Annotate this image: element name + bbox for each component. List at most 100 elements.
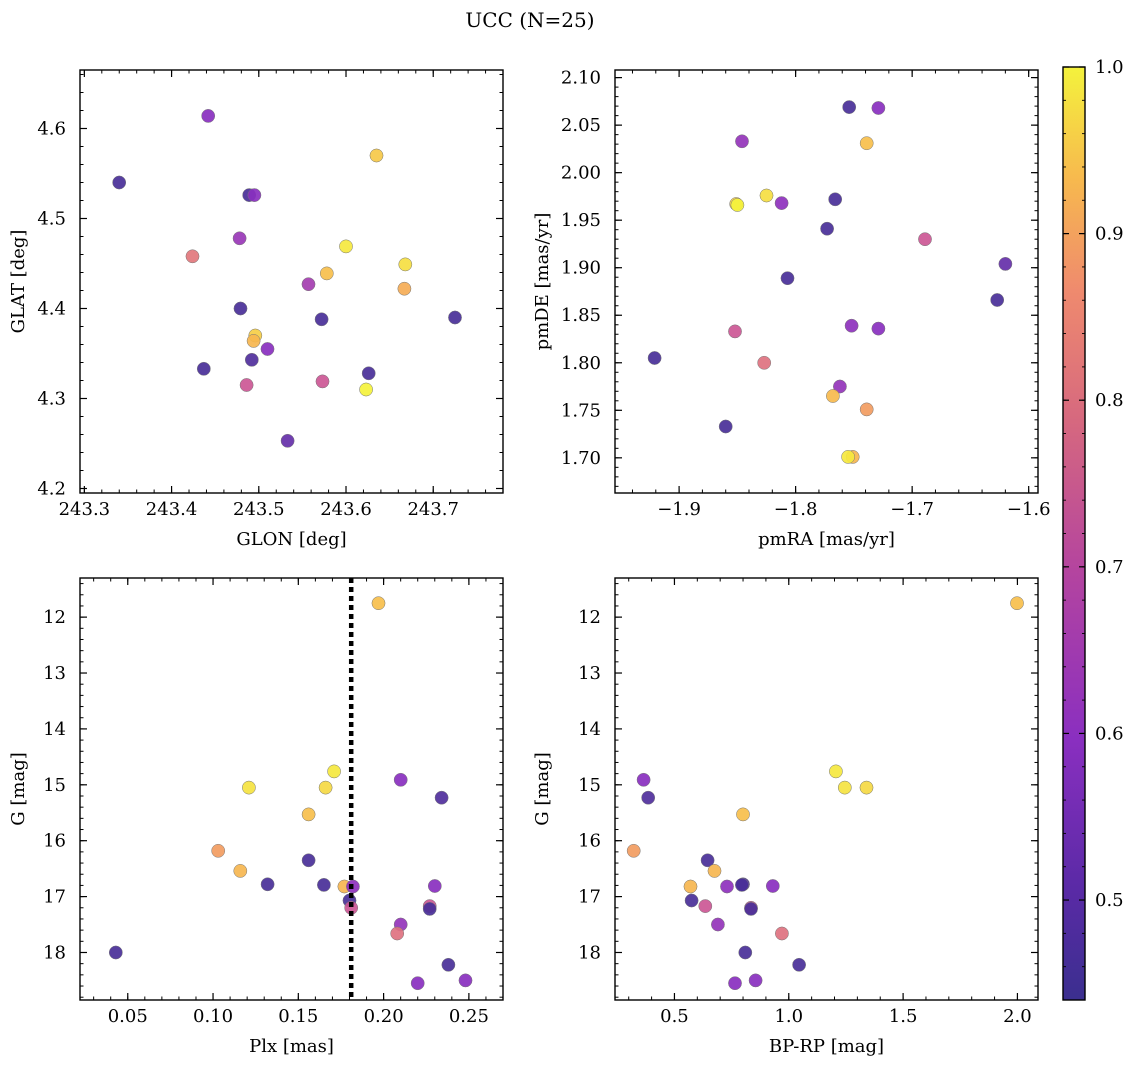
data-point: [841, 450, 855, 464]
y-tick-label: 1.85: [561, 305, 601, 326]
x-tick-label: 0.5: [660, 1006, 689, 1027]
data-point: [859, 780, 874, 795]
data-point: [700, 853, 715, 868]
y-tick-label: 2.05: [561, 115, 601, 136]
points-pmra-pmde: [647, 100, 1013, 464]
y-tick-label: 18: [43, 942, 66, 963]
x-tick-label: −1.7: [890, 499, 934, 520]
data-point: [301, 277, 316, 292]
data-point: [859, 402, 874, 417]
x-tick-label: 0.25: [449, 1006, 489, 1027]
data-point: [393, 772, 408, 787]
data-point: [728, 976, 742, 991]
data-point: [422, 902, 437, 916]
data-point: [757, 355, 772, 370]
panel-glon-glat: 243.3 243.4 243.5 243.6 243.7 4.2 4.3 4.4 4.5 4.6…: [8, 69, 504, 550]
data-point: [837, 780, 852, 795]
data-point: [397, 281, 412, 296]
y-axis-label: GLAT [deg]: [8, 230, 29, 334]
data-point: [280, 433, 295, 448]
axes-frame: [614, 69, 1039, 494]
data-point: [211, 843, 226, 858]
x-tick-label: 0.20: [364, 1006, 404, 1027]
data-point: [759, 188, 774, 203]
x-tick-label: 243.7: [407, 499, 459, 520]
data-point: [683, 879, 698, 894]
y-tick-label: 1.80: [561, 353, 601, 374]
data-point: [301, 853, 316, 868]
colorbar: 0.5 0.6 0.7 0.8 0.9 1.0: [1062, 57, 1124, 1001]
data-point: [448, 310, 462, 325]
data-point: [990, 293, 1005, 307]
x-axis-label: pmRA [mas/yr]: [758, 529, 895, 550]
data-point: [765, 879, 780, 893]
data-point: [232, 231, 247, 246]
y-tick-label: 1.75: [561, 400, 601, 421]
data-point: [458, 973, 473, 988]
data-point: [371, 596, 386, 611]
data-point: [398, 257, 413, 272]
axes-frame: [614, 577, 1039, 1001]
y-axis-label: G [mag]: [8, 752, 29, 825]
y-tick-label: 15: [578, 775, 601, 796]
data-point: [730, 198, 745, 212]
colorbar-tick-label: 0.6: [1095, 723, 1124, 744]
data-point: [820, 221, 834, 236]
data-point: [774, 196, 789, 210]
data-point: [735, 134, 749, 149]
data-point: [829, 764, 843, 779]
x-tick-label: 2.0: [1003, 1006, 1032, 1027]
y-tick-label: 2.10: [561, 68, 601, 89]
data-point: [196, 361, 211, 376]
data-point: [711, 917, 725, 932]
data-point: [684, 893, 699, 908]
x-tick-label: −1.6: [1007, 499, 1051, 520]
data-point: [842, 100, 857, 114]
x-tick-label: 0.15: [278, 1006, 318, 1027]
data-point: [410, 976, 425, 991]
data-point: [369, 148, 384, 163]
y-tick-label: 17: [578, 887, 601, 908]
data-point: [728, 324, 742, 339]
data-point: [246, 334, 261, 348]
data-point: [626, 843, 641, 858]
data-point: [244, 352, 259, 367]
x-tick-label: 1.5: [889, 1006, 918, 1027]
data-point: [359, 382, 373, 397]
x-tick-label: 243.4: [146, 499, 198, 520]
x-tick-label: −1.8: [774, 499, 818, 520]
data-point: [707, 864, 722, 878]
data-point: [636, 772, 651, 787]
data-point: [828, 192, 843, 207]
y-tick-label: 4.2: [37, 479, 66, 500]
data-point: [647, 351, 662, 365]
data-point: [233, 864, 248, 878]
axes-frame: [79, 69, 504, 494]
data-point: [748, 973, 763, 988]
axes-frame: [79, 577, 504, 1001]
data-point: [918, 232, 932, 247]
data-point: [780, 271, 795, 286]
data-point: [441, 957, 456, 972]
data-point: [871, 101, 886, 115]
data-point: [327, 764, 341, 779]
data-point: [998, 257, 1013, 271]
colorbar-tick-label: 0.5: [1095, 890, 1124, 911]
y-tick-label: 13: [43, 663, 66, 684]
colorbar-tick-label: 0.8: [1095, 390, 1124, 411]
y-tick-label: 14: [578, 719, 601, 740]
colorbar-tick-label: 0.9: [1095, 224, 1124, 245]
data-point: [641, 790, 656, 805]
x-tick-label: −1.9: [657, 499, 701, 520]
data-point: [844, 318, 859, 333]
x-tick-label: 0.05: [108, 1006, 148, 1027]
y-tick-label: 16: [43, 831, 66, 852]
y-tick-label: 14: [43, 719, 66, 740]
data-point: [720, 879, 734, 894]
x-tick-label: 0.10: [193, 1006, 233, 1027]
data-point: [792, 957, 806, 972]
x-tick-label: 243.3: [59, 499, 111, 520]
data-point: [242, 780, 256, 795]
data-point: [112, 175, 127, 190]
